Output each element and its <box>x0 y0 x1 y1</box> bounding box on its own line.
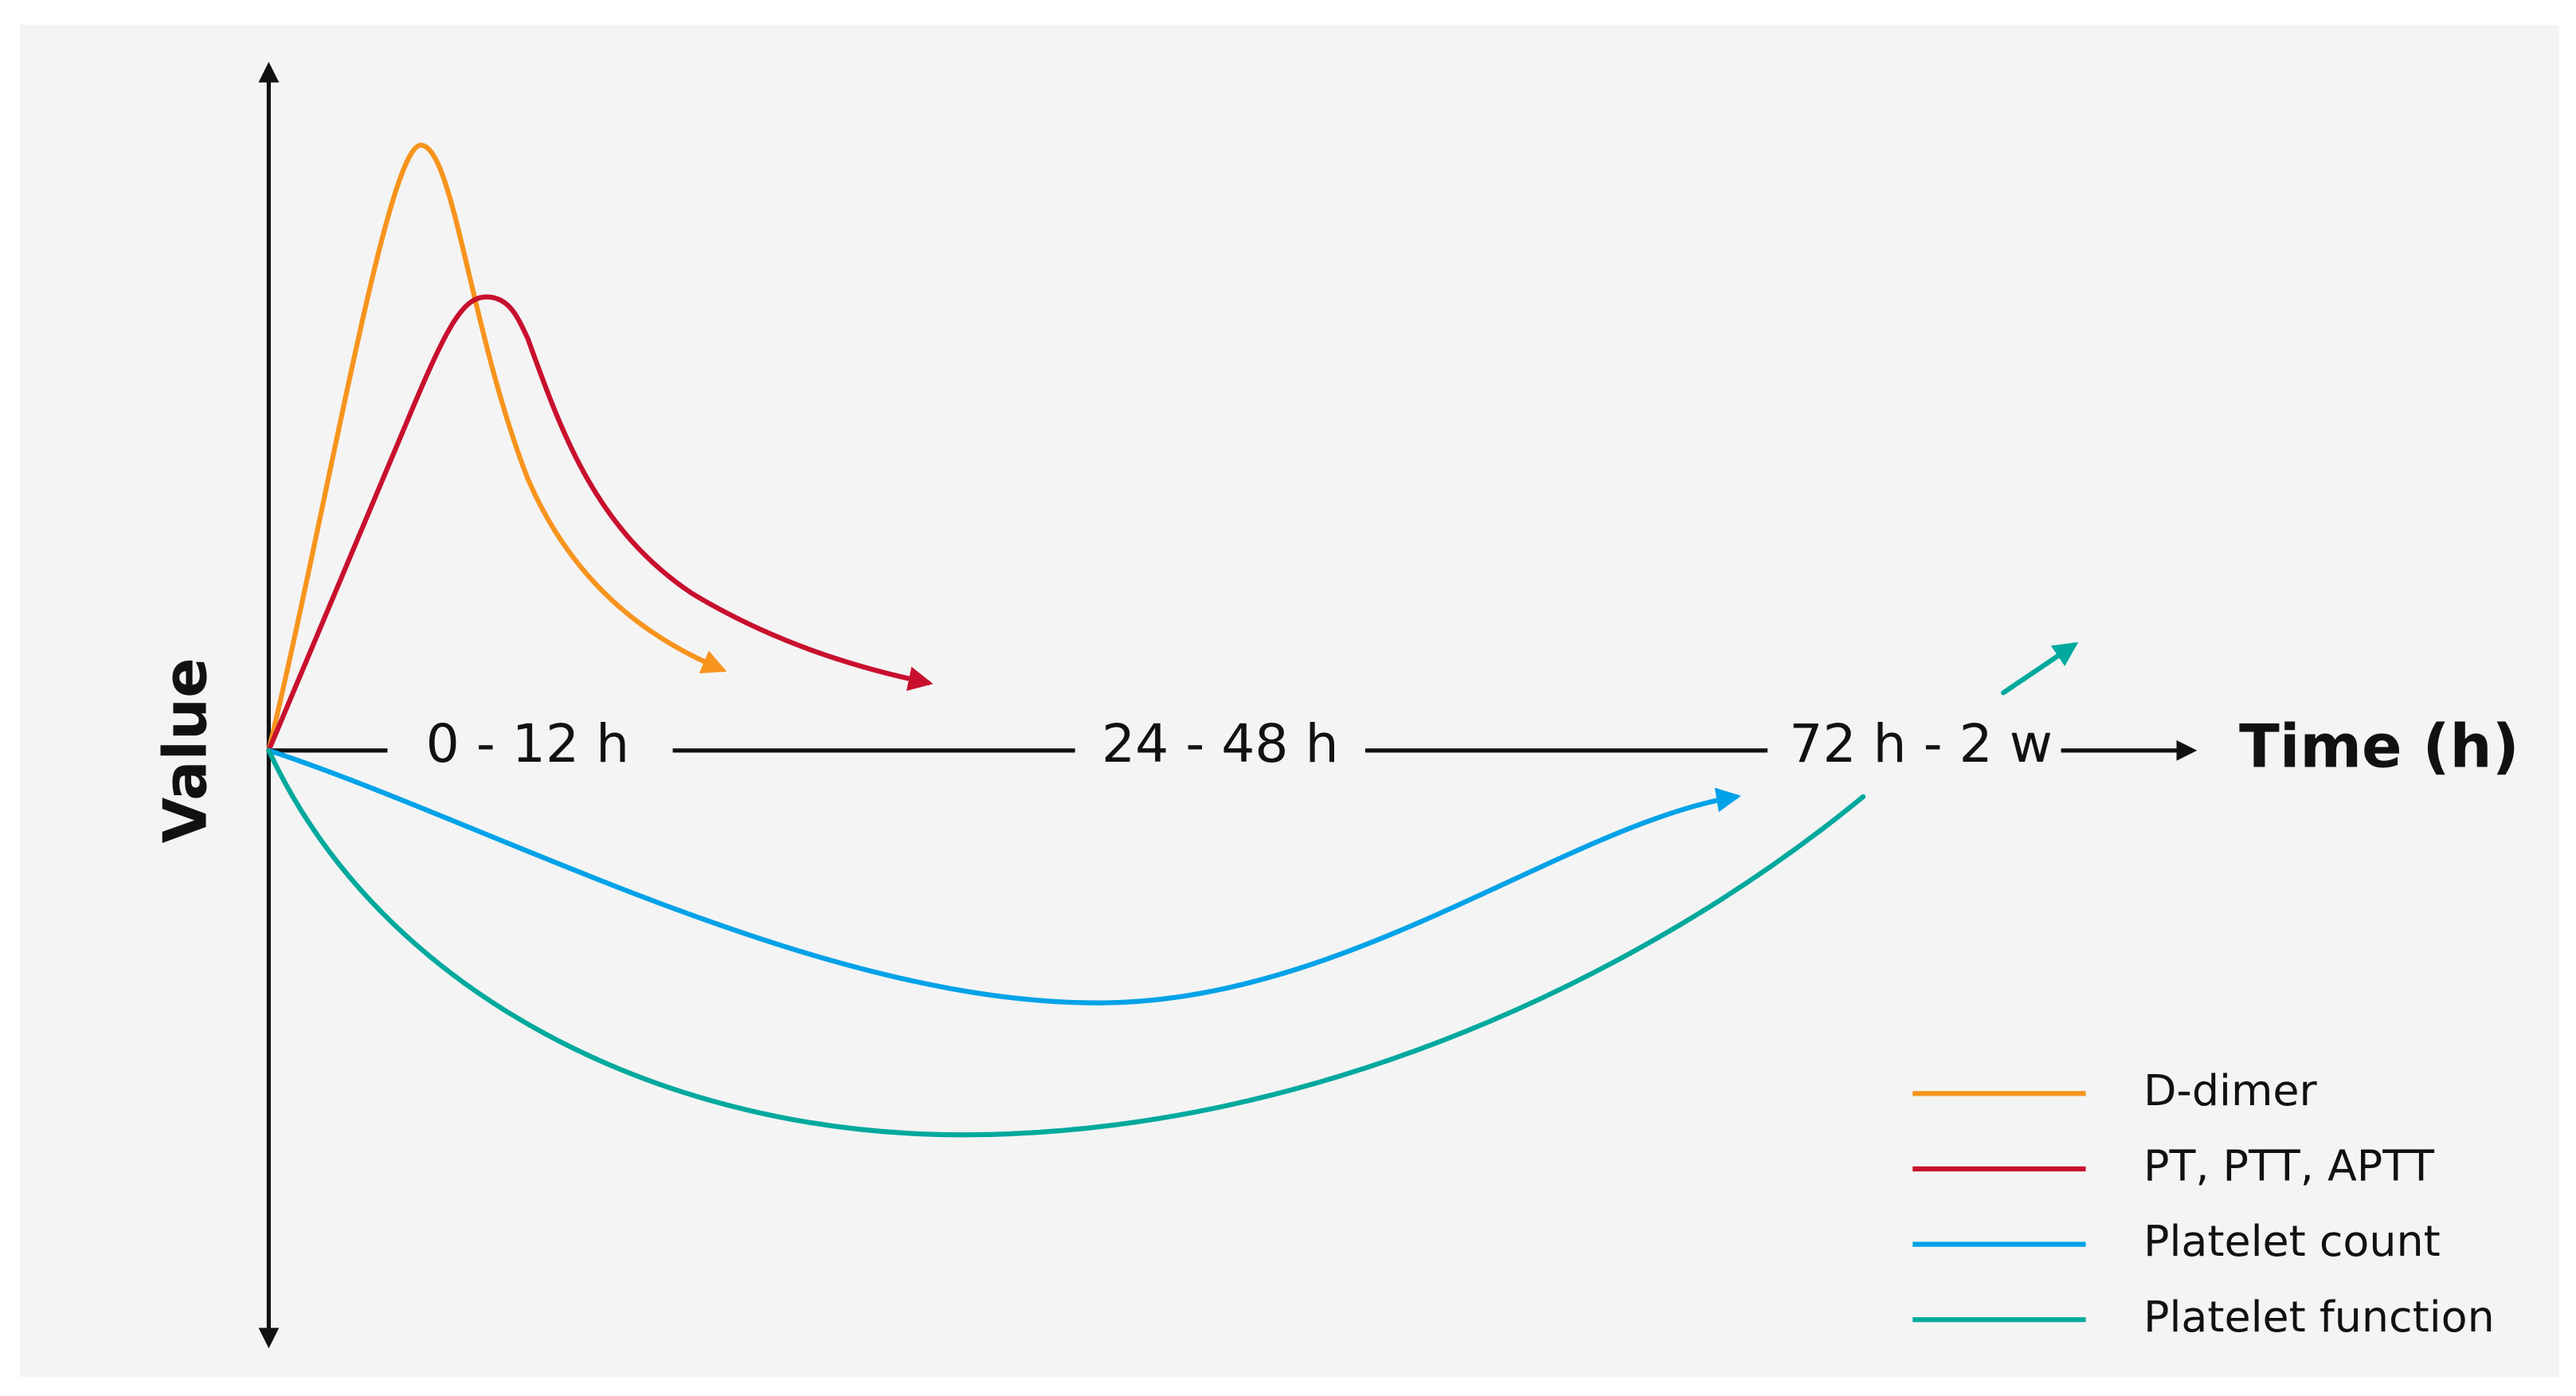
legend-label: Platelet count <box>2143 1216 2441 1266</box>
interval-label: 24 - 48 h <box>1102 713 1339 774</box>
pt-curve <box>266 294 934 753</box>
legend-label: D-dimer <box>2143 1065 2317 1116</box>
y-axis-label: Value <box>151 657 221 843</box>
legend-label: PT, PTT, APTT <box>2143 1141 2435 1191</box>
panel <box>20 25 2559 1377</box>
legend-label: Platelet function <box>2143 1292 2495 1342</box>
interval-label: 72 h - 2 w <box>1789 713 2053 774</box>
d-dimer-curve <box>266 143 727 753</box>
x-axis-label: Time (h) <box>2239 712 2519 781</box>
platelet-count-curve <box>266 747 1741 1006</box>
platelet-function-curve <box>266 747 1866 1138</box>
platelet-function-arrow <box>2000 641 2079 696</box>
interval-label: 0 - 12 h <box>426 713 629 774</box>
